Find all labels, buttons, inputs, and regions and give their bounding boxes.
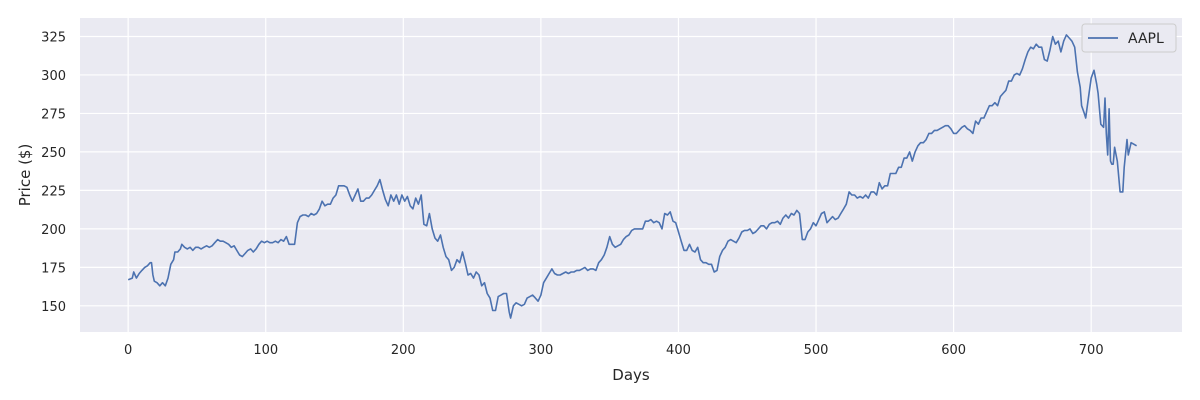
- x-tick-labels: 0 100 200 300 400 500 600 700: [124, 343, 1104, 358]
- y-tick-label: 250: [41, 146, 66, 161]
- x-tick-label: 500: [804, 343, 829, 358]
- legend-label: AAPL: [1128, 31, 1164, 47]
- x-tick-label: 400: [666, 343, 691, 358]
- legend: AAPL: [1081, 23, 1177, 53]
- x-axis-label: Days: [612, 366, 650, 384]
- plot-background: [80, 18, 1182, 332]
- x-tick-label: 600: [941, 343, 966, 358]
- y-tick-label: 325: [41, 30, 66, 45]
- y-tick-label: 175: [41, 261, 66, 276]
- y-tick-label: 300: [41, 69, 66, 84]
- x-tick-label: 0: [124, 343, 132, 358]
- y-axis-label: Price ($): [16, 144, 34, 207]
- y-tick-labels: 150 175 200 225 250 275 300 325: [41, 30, 66, 314]
- y-tick-label: 275: [41, 107, 66, 122]
- x-tick-label: 300: [528, 343, 553, 358]
- y-tick-label: 150: [41, 300, 66, 315]
- x-tick-label: 100: [253, 343, 278, 358]
- y-tick-label: 225: [41, 184, 66, 199]
- y-tick-label: 200: [41, 223, 66, 238]
- series-line-aapl: [127, 34, 1137, 319]
- legend-box: [1081, 23, 1177, 53]
- x-tick-label: 700: [1079, 343, 1104, 358]
- grid-lines: [80, 18, 1182, 332]
- x-tick-label: 200: [391, 343, 416, 358]
